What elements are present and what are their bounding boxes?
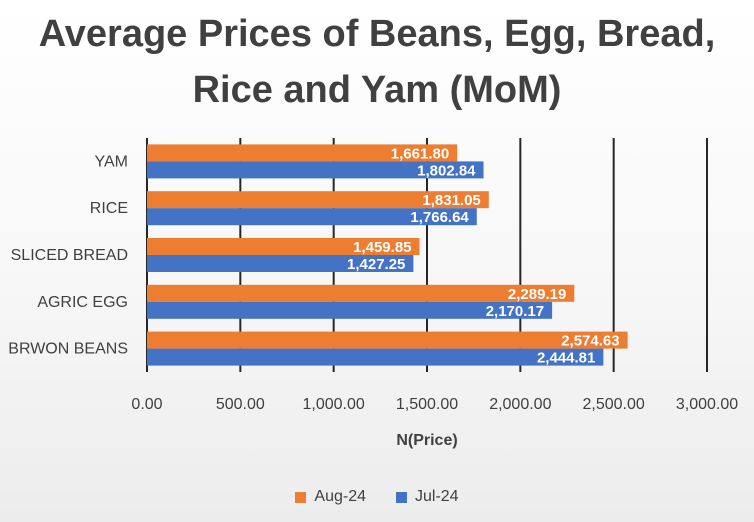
data-label-jul-24-agric-egg: 2,170.17 <box>486 303 544 320</box>
data-label-aug-24-rice: 1,831.05 <box>422 192 480 209</box>
x-tick-label-3: 1,500.00 <box>396 396 458 413</box>
data-label-jul-24-brwon-beans: 2,444.81 <box>537 350 595 367</box>
category-label-rice: RICE <box>90 200 128 217</box>
data-label-aug-24-brwon-beans: 2,574.63 <box>561 333 619 350</box>
bar-aug-24-agric-egg <box>147 284 575 302</box>
bar-aug-24-yam <box>147 144 458 162</box>
data-label-jul-24-sliced-bread: 1,427.25 <box>347 256 405 273</box>
bar-aug-24-rice <box>147 191 489 209</box>
x-tick-label-4: 2,000.00 <box>489 396 551 413</box>
legend-item-aug-24: Aug-24 <box>295 488 366 506</box>
data-label-aug-24-agric-egg: 2,289.19 <box>508 286 566 303</box>
legend-label-aug-24: Aug-24 <box>314 488 366 505</box>
data-label-aug-24-sliced-bread: 1,459.85 <box>353 239 411 256</box>
bar-aug-24-brwon-beans <box>147 331 628 349</box>
legend-swatch-jul-24 <box>396 491 407 503</box>
data-label-jul-24-yam: 1,802.84 <box>417 162 476 179</box>
category-label-agric-egg: AGRIC EGG <box>37 294 128 311</box>
x-tick-label-1: 500.00 <box>216 396 265 413</box>
legend: Aug-24 Jul-24 <box>0 488 754 506</box>
bar-jul-24-brwon-beans <box>147 348 604 366</box>
chart-title-line-1: Average Prices of Beans, Egg, Bread, <box>38 13 716 55</box>
x-tick-label-5: 2,500.00 <box>583 396 645 413</box>
data-label-aug-24-yam: 1,661.80 <box>391 145 449 162</box>
legend-label-jul-24: Jul-24 <box>415 488 459 505</box>
category-label-sliced-bread: SLICED BREAD <box>11 247 128 264</box>
bar-jul-24-yam <box>147 161 484 179</box>
bar-aug-24-sliced-bread <box>147 238 420 255</box>
bar-jul-24-rice <box>147 208 477 226</box>
bar-jul-24-sliced-bread <box>147 255 414 272</box>
x-axis-title: N(Price) <box>396 432 457 449</box>
category-label-brwon-beans: BRWON BEANS <box>8 341 128 358</box>
chart-title: Average Prices of Beans, Egg, Bread, Ric… <box>0 6 754 118</box>
x-tick-label-6: 3,000.00 <box>676 396 738 413</box>
legend-swatch-aug-24 <box>295 491 307 503</box>
x-tick-label-2: 1,000.00 <box>303 396 365 413</box>
bar-jul-24-agric-egg <box>147 301 553 319</box>
category-label-yam: YAM <box>95 153 128 170</box>
legend-item-jul-24: Jul-24 <box>396 488 459 506</box>
x-tick-label-0: 0.00 <box>131 396 162 413</box>
chart-title-line-2: Rice and Yam (MoM) <box>192 69 562 111</box>
data-label-jul-24-rice: 1,766.64 <box>410 209 469 226</box>
